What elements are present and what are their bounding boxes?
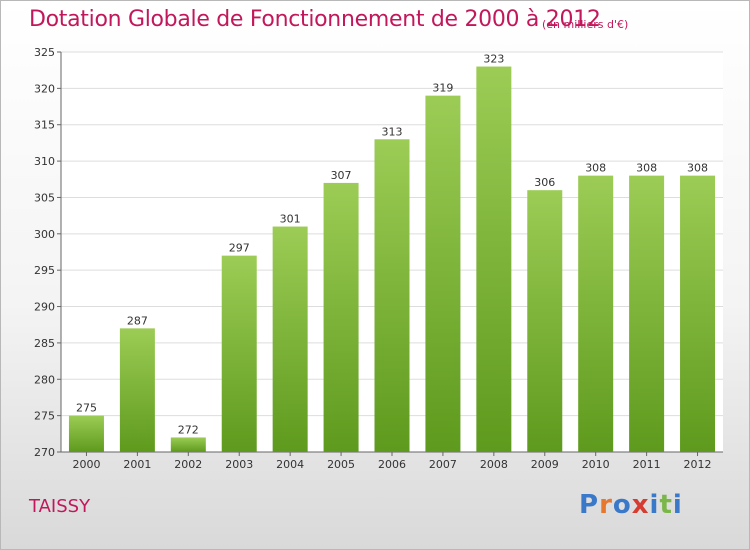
bar xyxy=(476,66,512,452)
x-tick-label: 2011 xyxy=(633,458,661,471)
logo-letter: x xyxy=(631,490,650,520)
x-tick-label: 2004 xyxy=(276,458,304,471)
bar xyxy=(272,226,308,452)
data-label: 323 xyxy=(483,53,504,66)
chart-title: Dotation Globale de Fonctionnement de 20… xyxy=(29,7,601,32)
y-tick-label: 275 xyxy=(34,410,55,423)
logo-letter: P xyxy=(579,490,600,520)
y-tick-label: 310 xyxy=(34,155,55,168)
bar xyxy=(221,255,257,452)
y-tick-label: 270 xyxy=(34,446,55,459)
bar xyxy=(119,328,155,452)
bar xyxy=(323,182,359,452)
bar xyxy=(629,175,665,453)
data-label: 313 xyxy=(382,125,403,138)
y-tick-label: 280 xyxy=(34,373,55,386)
y-tick-label: 300 xyxy=(34,228,55,241)
data-label: 307 xyxy=(331,169,352,182)
city-name: TAISSY xyxy=(29,496,91,517)
data-label: 275 xyxy=(76,402,97,415)
y-tick-label: 285 xyxy=(34,337,55,350)
data-label: 297 xyxy=(229,242,250,255)
y-tick-label: 295 xyxy=(34,264,55,277)
data-label: 308 xyxy=(687,162,708,175)
x-tick-label: 2008 xyxy=(480,458,508,471)
x-tick-label: 2012 xyxy=(684,458,712,471)
x-tick-label: 2009 xyxy=(531,458,559,471)
logo-letter: i xyxy=(672,490,683,520)
data-label: 287 xyxy=(127,314,148,327)
bar xyxy=(170,437,206,452)
y-tick-label: 290 xyxy=(34,301,55,314)
x-tick-label: 2002 xyxy=(174,458,202,471)
bar xyxy=(425,95,461,453)
data-label: 308 xyxy=(636,162,657,175)
logo-letter: o xyxy=(612,490,632,520)
y-tick-label: 315 xyxy=(34,119,55,132)
x-tick-label: 2005 xyxy=(327,458,355,471)
data-label: 272 xyxy=(178,423,199,436)
x-tick-label: 2001 xyxy=(123,458,151,471)
data-label: 306 xyxy=(534,176,555,189)
bar xyxy=(578,175,614,453)
x-tick-label: 2006 xyxy=(378,458,406,471)
x-tick-label: 2007 xyxy=(429,458,457,471)
logo-letter: t xyxy=(659,490,673,520)
data-label: 301 xyxy=(280,213,301,226)
chart-unit: (en milliers d'€) xyxy=(542,18,629,31)
y-tick-label: 320 xyxy=(34,82,55,95)
x-tick-label: 2000 xyxy=(72,458,100,471)
logo-letter: r xyxy=(599,490,613,520)
bar xyxy=(680,175,716,453)
y-tick-label: 305 xyxy=(34,191,55,204)
x-tick-label: 2010 xyxy=(582,458,610,471)
bar xyxy=(68,415,104,452)
proxiti-logo: Proxiti xyxy=(579,490,683,520)
x-tick-label: 2003 xyxy=(225,458,253,471)
data-label: 319 xyxy=(432,82,453,95)
y-tick-label: 325 xyxy=(34,46,55,59)
bar xyxy=(527,190,563,452)
logo-letter: i xyxy=(649,490,660,520)
data-label: 308 xyxy=(585,162,606,175)
bar xyxy=(374,139,410,453)
